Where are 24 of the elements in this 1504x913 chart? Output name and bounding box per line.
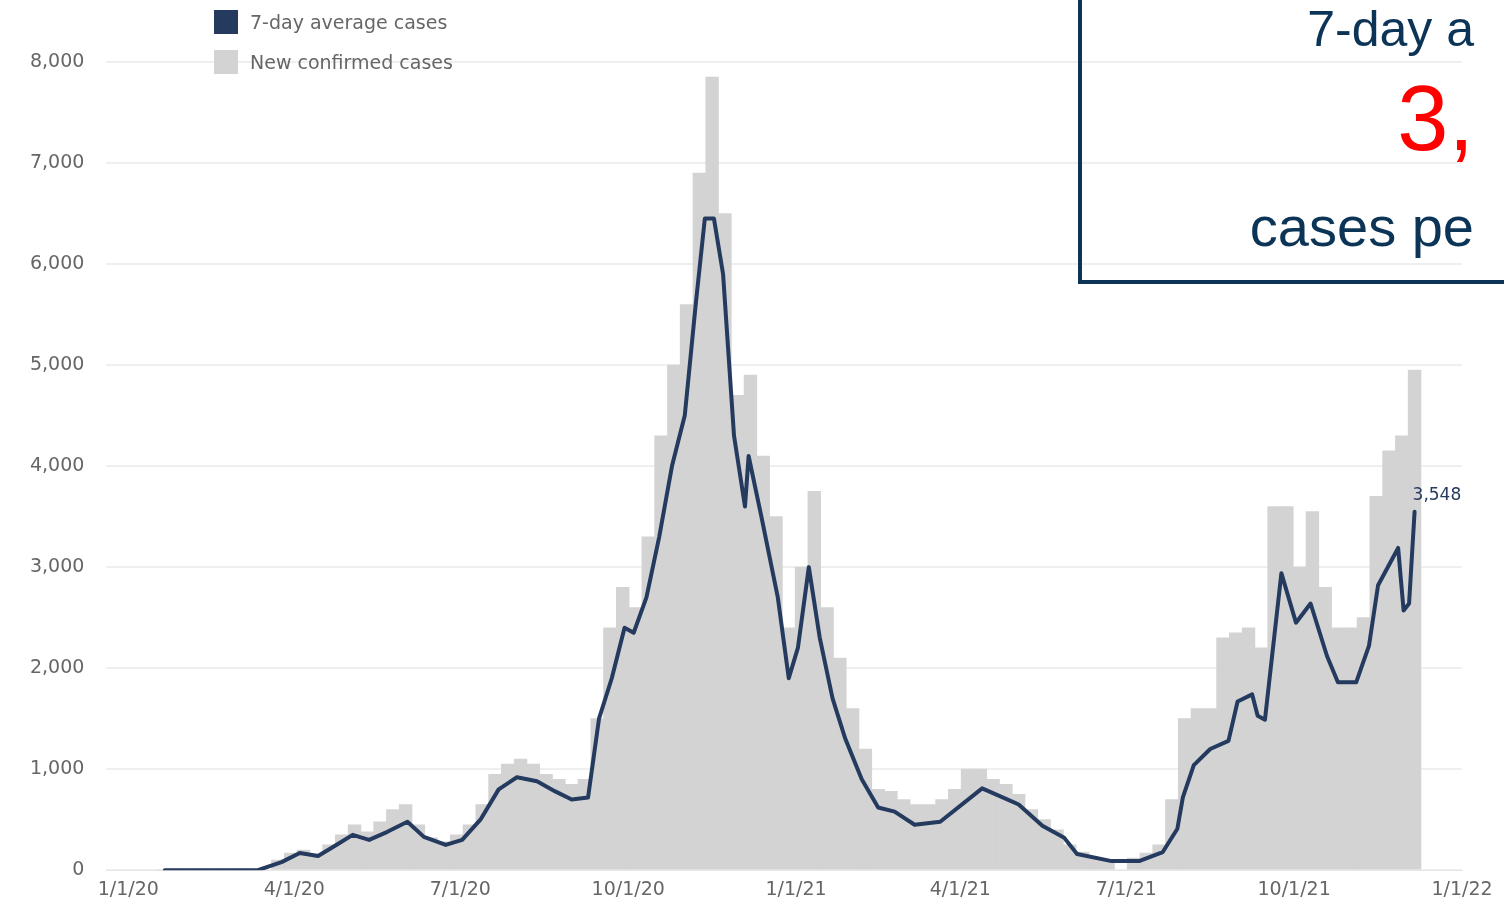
y-tick-label: 0	[72, 857, 85, 880]
y-tick-label: 6,000	[29, 250, 85, 273]
annotation: 3,	[1397, 67, 1474, 170]
legend-label: 7-day average cases	[250, 11, 448, 33]
x-tick-label: 4/1/21	[929, 876, 991, 899]
text: 7-day a	[1307, 1, 1474, 57]
x-tick-label: 1/1/22	[1431, 876, 1493, 899]
x-tick-label: 1/1/21	[765, 876, 827, 899]
x-tick-label: 7/1/20	[429, 876, 491, 899]
legend-label: New confirmed cases	[250, 51, 453, 73]
y-tick-label: 1,000	[29, 756, 85, 779]
y-tick-label: 3,000	[29, 554, 85, 577]
x-tick-label: 4/1/20	[263, 876, 325, 899]
y-tick-label: 2,000	[29, 655, 85, 678]
y-tick-label: 4,000	[29, 453, 85, 476]
y-tick-label: 7,000	[29, 149, 85, 172]
x-tick-label: 10/1/21	[1257, 876, 1331, 899]
x-tick-label: 7/1/21	[1095, 876, 1157, 899]
x-tick-label: 1/1/20	[97, 876, 159, 899]
y-tick-label: 5,000	[29, 352, 85, 375]
data-label: 3,548	[1412, 483, 1462, 504]
y-tick-label: 8,000	[29, 48, 85, 71]
x-tick-label: 10/1/20	[591, 876, 665, 899]
annotation: cases pe	[1249, 195, 1474, 258]
